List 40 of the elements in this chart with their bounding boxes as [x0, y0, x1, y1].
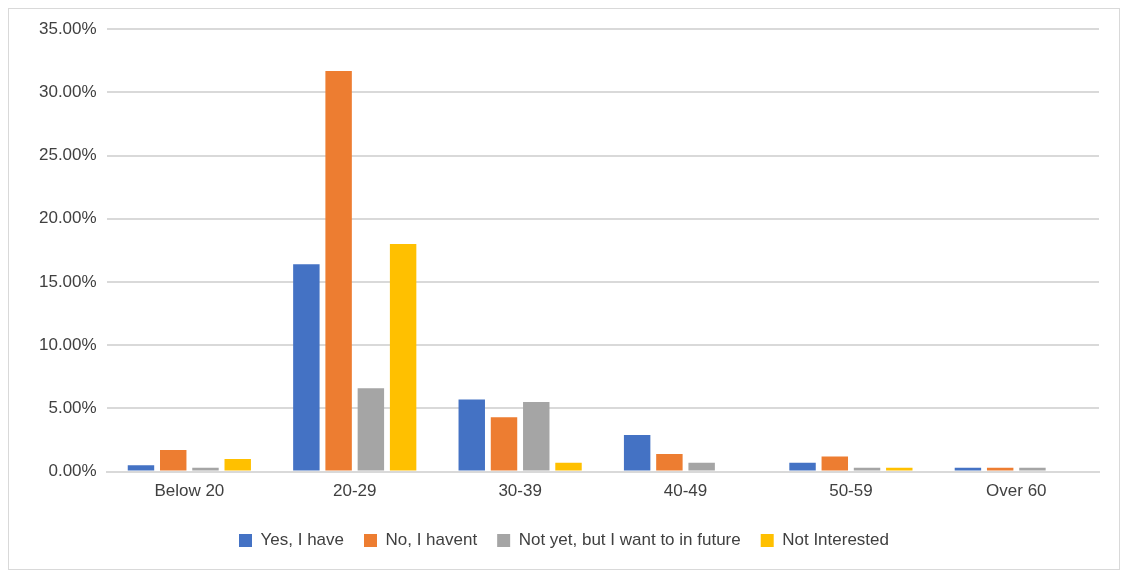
y-tick-label: 35.00%: [38, 18, 97, 38]
x-tick-label: 40-49: [663, 481, 708, 501]
bar: [357, 388, 385, 471]
bar: [821, 456, 849, 471]
bar: [127, 465, 155, 471]
bar: [389, 244, 417, 471]
bar: [192, 467, 219, 471]
bar: [160, 450, 187, 471]
bar: [688, 462, 715, 471]
bar: [789, 462, 816, 471]
bar: [458, 399, 485, 471]
y-tick-label: 20.00%: [38, 208, 97, 228]
bar: [293, 264, 320, 471]
x-tick-label: Below 20: [154, 481, 225, 501]
y-tick-label: 15.00%: [38, 271, 97, 291]
y-tick-label: 30.00%: [38, 82, 97, 102]
x-tick-label: 50-59: [829, 481, 873, 501]
x-tick-label: 20-29: [333, 481, 377, 501]
x-tick-label: 30-39: [498, 481, 542, 501]
bar: [886, 467, 913, 471]
bar: [986, 467, 1014, 471]
legend-label: Yes, I have: [260, 530, 344, 550]
bar: [523, 402, 550, 471]
bar: [853, 467, 881, 471]
legend-label: Not yet, but I want to in future: [518, 530, 741, 550]
y-tick-label: 0.00%: [48, 461, 97, 481]
bar: [555, 462, 582, 471]
y-tick-label: 10.00%: [38, 334, 97, 354]
bar: [954, 467, 982, 471]
bar: [623, 434, 651, 471]
legend-label: Not Interested: [782, 530, 889, 550]
bar: [325, 70, 352, 471]
bar: [1019, 467, 1046, 471]
x-tick-label: Over 60: [986, 481, 1047, 501]
y-tick-label: 5.00%: [48, 398, 97, 418]
legend-label: No, I havent: [385, 530, 478, 550]
y-tick-label: 25.00%: [38, 145, 97, 165]
bar: [656, 453, 683, 471]
bar: [490, 417, 518, 471]
bar: [224, 458, 251, 471]
